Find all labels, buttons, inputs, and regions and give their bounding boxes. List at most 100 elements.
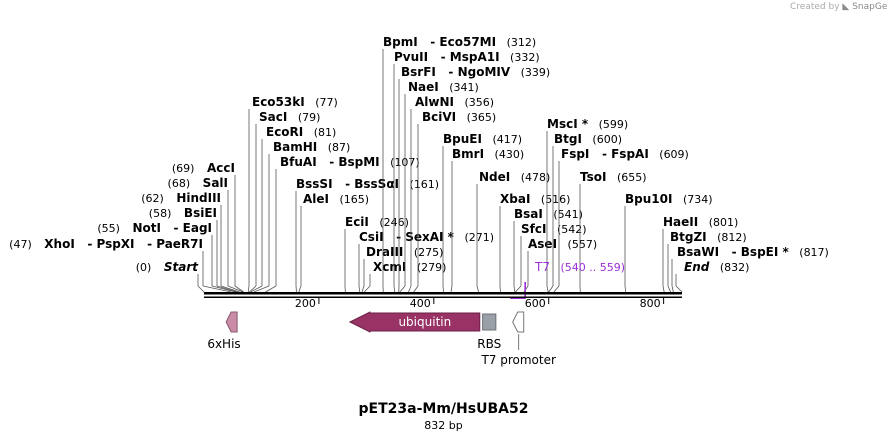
site-position: (87)	[317, 141, 350, 154]
site-alt-name: - Eco57MI	[418, 35, 496, 49]
site-name: BtgZI	[670, 230, 707, 244]
ruler: 200 400 600 800	[295, 297, 665, 310]
site-label: NaeI (341)	[408, 80, 479, 94]
site-name: NaeI	[408, 80, 439, 94]
site-label: BfuAI - BspMI (107)	[280, 155, 420, 169]
site-position: (817)	[789, 246, 829, 259]
site-name: Eco53kI	[252, 95, 305, 109]
site-position: (0)	[136, 261, 152, 274]
snapgene-credit: Created by ◣ SnapGene	[790, 2, 887, 12]
site-position: (812)	[707, 231, 747, 244]
site-position: (246)	[369, 216, 409, 229]
site-position: (557)	[557, 238, 597, 251]
site-leader-tick	[361, 285, 365, 293]
rbs-label: RBS	[477, 337, 501, 351]
site-position: (107)	[380, 156, 420, 169]
site-label: XcmI (279)	[373, 260, 446, 274]
site-position: (600)	[582, 133, 622, 146]
site-leader-tick	[247, 285, 250, 293]
site-position: (609)	[649, 148, 689, 161]
site-position: (271)	[454, 231, 494, 244]
site-position: (542)	[546, 223, 586, 236]
t7-promoter-feature	[512, 311, 525, 333]
site-label: AlwNI (356)	[415, 95, 494, 109]
site-position: (516)	[530, 193, 570, 206]
site-leader-tick	[298, 285, 302, 293]
site-position: (275)	[403, 246, 443, 259]
site-position: (341)	[439, 81, 479, 94]
credit-brand: SnapGene	[852, 2, 887, 12]
site-label: TsoI (655)	[580, 170, 647, 184]
site-alt-name: - MspA1I	[428, 50, 499, 64]
site-name: PvuII	[394, 50, 428, 64]
site-label: MscI * (599)	[547, 117, 628, 131]
site-position: (801)	[698, 216, 738, 229]
site-position: (312)	[496, 36, 536, 49]
site-label: XbaI (516)	[500, 192, 570, 206]
site-name: BfuAI	[280, 155, 317, 169]
plasmid-name: pET23a-Mm/HsUBA52	[358, 401, 529, 417]
site-name: DraIII	[366, 245, 403, 259]
site-leader-tick	[265, 285, 277, 293]
site-leader-tick	[393, 285, 396, 293]
site-label: Eco53kI (77)	[252, 95, 338, 109]
site-name: BsiEI	[171, 206, 217, 220]
site-label: BpmI - Eco57MI (312)	[383, 35, 536, 49]
site-alt-name: - BssSαI	[333, 177, 399, 191]
site-label: BamHI (87)	[273, 140, 350, 154]
site-label: PvuII - MspA1I (332)	[394, 50, 540, 64]
site-label: AseI (557)	[528, 237, 597, 251]
site-position: (332)	[500, 51, 540, 64]
site-name: BpuEI	[443, 132, 482, 146]
site-leader-tick	[667, 285, 671, 293]
site-name: HindIII	[164, 191, 221, 205]
site-label: (55) NotI - EagI	[97, 221, 212, 235]
site-leader-tick	[250, 285, 263, 293]
site-label: BmrI (430)	[452, 147, 524, 161]
site-label: Bpu10I (734)	[625, 192, 713, 206]
site-position: (79)	[287, 111, 320, 124]
site-leader-tick	[399, 285, 406, 293]
site-alt-name: - NgoMIV	[436, 65, 511, 79]
site-name: HaeII	[663, 215, 698, 229]
site-position: (417)	[482, 133, 522, 146]
site-name: BmrI	[452, 147, 484, 161]
site-name: EciI	[345, 215, 369, 229]
site-position: (655)	[606, 171, 646, 184]
plasmid-size: 832 bp	[424, 419, 463, 432]
site-name: AleI	[303, 192, 329, 206]
site-position: (55)	[97, 222, 120, 235]
features: 6xHis ubiquitin RBS T7 promoter	[207, 311, 556, 367]
site-label: BpuEI (417)	[443, 132, 522, 146]
site-label: BsrFI - NgoMIV (339)	[401, 65, 550, 79]
site-name: BssSI	[296, 177, 333, 191]
site-position: (365)	[456, 111, 496, 124]
site-position: (77)	[305, 96, 338, 109]
his-tag-feature	[225, 311, 238, 333]
site-position: (478)	[510, 171, 550, 184]
site-position: (161)	[399, 178, 439, 191]
site-name: BciVI	[422, 110, 456, 124]
site-leader-tick	[476, 285, 480, 293]
site-leader-tick	[234, 285, 244, 293]
site-alt-name: - EagI	[161, 221, 212, 235]
site-leader-tick	[413, 285, 419, 293]
site-name: FspI	[561, 147, 589, 161]
site-name: BsaWI	[677, 245, 719, 259]
site-name: Start	[151, 260, 199, 274]
site-name: BsrFI	[401, 65, 436, 79]
site-label: BciVI (365)	[422, 110, 496, 124]
site-position: (165)	[329, 193, 369, 206]
site-leader-tick	[546, 285, 549, 293]
site-position: (62)	[141, 192, 164, 205]
site-leader-tick	[671, 285, 674, 293]
site-leader-tick	[624, 285, 627, 293]
site-leader-tick	[227, 285, 244, 293]
site-leader-tick	[662, 285, 665, 293]
site-name: End	[684, 260, 710, 274]
site-name: SacI	[259, 110, 287, 124]
site-alt-name: - BspMI	[317, 155, 380, 169]
site-leader-tick	[442, 285, 444, 293]
site-label: (68) SalI	[168, 176, 228, 190]
